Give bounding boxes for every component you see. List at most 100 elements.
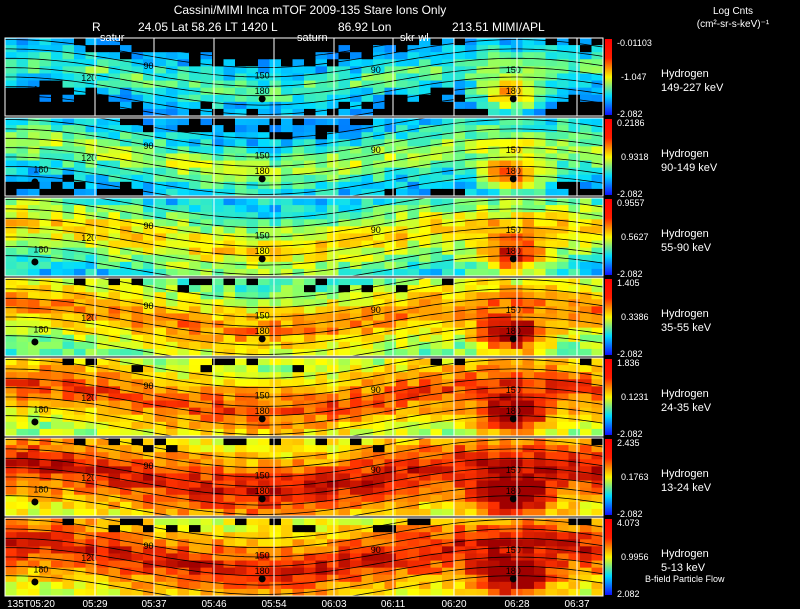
- heatmap-cell: [120, 101, 132, 110]
- heatmap-cell: [315, 334, 328, 343]
- heatmap-cell: [28, 285, 40, 293]
- heatmap-cell: [384, 348, 397, 357]
- heatmap-cell: [453, 414, 466, 423]
- heatmap-cell: [580, 205, 592, 213]
- heatmap-cell: [465, 581, 477, 590]
- heatmap-cell: [200, 334, 213, 343]
- heatmap-cell: [407, 358, 420, 366]
- heatmap-cell: [223, 473, 236, 481]
- heatmap-cell: [97, 546, 109, 554]
- heatmap-cell: [557, 132, 569, 140]
- heatmap-cell: [591, 501, 604, 510]
- heatmap-cell: [177, 581, 190, 590]
- contour-line: [5, 175, 603, 196]
- heatmap-cell: [430, 400, 443, 409]
- heatmap-cell: [269, 212, 282, 220]
- heatmap-cell: [430, 334, 443, 343]
- heatmap-cell: [488, 198, 500, 206]
- heatmap-cell: [143, 205, 155, 213]
- heatmap-cell: [235, 508, 247, 517]
- heatmap-cell: [223, 466, 236, 474]
- heatmap-cell: [292, 285, 305, 293]
- heatmap-cell: [545, 87, 558, 96]
- heatmap-cell: [580, 445, 592, 453]
- heatmap-cell: [166, 240, 178, 249]
- heatmap-cell: [499, 518, 512, 526]
- heatmap-cell: [384, 80, 397, 89]
- heatmap-cell: [442, 146, 454, 154]
- heatmap-cell: [568, 66, 581, 74]
- heatmap-cell: [361, 292, 374, 300]
- heatmap-cell: [281, 466, 293, 474]
- heatmap-cell: [292, 400, 305, 409]
- heatmap-cell: [476, 365, 489, 373]
- heatmap-cell: [488, 438, 500, 446]
- heatmap-cell: [304, 139, 316, 147]
- heatmap-cell: [39, 421, 52, 430]
- heatmap-cell: [568, 508, 581, 517]
- heatmap-cell: [246, 247, 259, 256]
- heatmap-cell: [545, 393, 558, 401]
- heatmap-cell: [315, 240, 328, 249]
- heatmap-cell: [580, 553, 592, 561]
- heatmap-cell: [212, 518, 224, 526]
- heatmap-cell: [28, 268, 40, 277]
- heatmap-cell: [361, 438, 374, 446]
- heatmap-cell: [200, 428, 213, 437]
- heatmap-cell: [143, 518, 155, 526]
- heatmap-cell: [200, 379, 213, 387]
- heatmap-cell: [200, 588, 213, 597]
- heatmap-cell: [327, 428, 339, 437]
- heatmap-cell: [534, 313, 546, 321]
- heatmap-cell: [591, 414, 604, 423]
- heatmap-cell: [430, 553, 443, 561]
- heatmap-cell: [591, 306, 604, 314]
- heatmap-cell: [338, 285, 351, 293]
- heatmap-cell: [476, 414, 489, 423]
- heatmap-cell: [269, 379, 282, 387]
- heatmap-cell: [327, 508, 339, 517]
- heatmap-cell: [419, 539, 431, 547]
- heatmap-cell: [85, 553, 98, 561]
- heatmap-cell: [522, 261, 535, 270]
- heatmap-cell: [200, 539, 213, 547]
- heatmap-cell: [591, 205, 604, 213]
- heatmap-cell: [350, 313, 362, 321]
- heatmap-cell: [396, 372, 408, 380]
- heatmap-cell: [5, 574, 17, 583]
- heatmap-cell: [534, 219, 546, 227]
- heatmap-cell: [51, 341, 63, 350]
- heatmap-cell: [430, 198, 443, 206]
- heatmap-cell: [62, 306, 75, 314]
- heatmap-cell: [361, 414, 374, 423]
- heatmap-cell: [143, 414, 155, 423]
- heatmap-cell: [258, 261, 270, 270]
- heatmap-cell: [488, 139, 500, 147]
- heatmap-cell: [419, 494, 431, 503]
- heatmap-cell: [258, 52, 270, 60]
- heatmap-cell: [212, 278, 224, 286]
- heatmap-cell: [580, 494, 592, 503]
- heatmap-cell: [281, 386, 293, 394]
- heatmap-cell: [292, 480, 305, 489]
- heatmap-cell: [131, 188, 144, 197]
- overlay-labels: satur saturn skr-wl: [100, 32, 429, 44]
- heatmap-cell: [62, 501, 75, 510]
- heatmap-cell: [108, 278, 121, 286]
- heatmap-cell: [522, 588, 535, 597]
- heatmap-cell: [373, 508, 385, 517]
- heatmap-cell: [465, 87, 477, 96]
- heatmap-cell: [304, 334, 316, 343]
- heatmap-cell: [488, 480, 500, 489]
- heatmap-cell: [292, 501, 305, 510]
- heatmap-cell: [361, 320, 374, 329]
- heatmap-cell: [39, 94, 52, 103]
- heatmap-cell: [476, 452, 489, 460]
- heatmap-cell: [315, 80, 328, 89]
- heatmap-cell: [476, 198, 489, 206]
- heatmap-cell: [85, 226, 98, 234]
- heatmap-cell: [16, 539, 29, 547]
- heatmap-cell: [361, 386, 374, 394]
- contours: [5, 438, 603, 516]
- heatmap-cell: [396, 473, 408, 481]
